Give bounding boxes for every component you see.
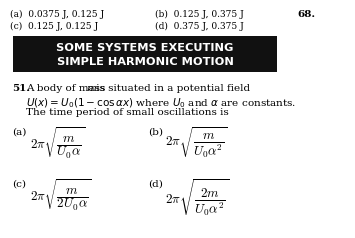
FancyBboxPatch shape — [13, 36, 277, 72]
Text: (c): (c) — [12, 180, 26, 189]
Text: (d)  0.375 J, 0.375 J: (d) 0.375 J, 0.375 J — [155, 22, 244, 31]
Text: (b): (b) — [148, 128, 163, 137]
Text: m: m — [86, 84, 96, 93]
Text: is situated in a potential field: is situated in a potential field — [93, 84, 250, 93]
Text: $U(x) = U_0(1 - \cos\alpha x)$ where $U_0$ and $\alpha$ are constants.: $U(x) = U_0(1 - \cos\alpha x)$ where $U_… — [26, 96, 296, 110]
Text: SOME SYSTEMS EXECUTING: SOME SYSTEMS EXECUTING — [56, 43, 234, 53]
Text: 68.: 68. — [297, 10, 315, 19]
Text: $2\pi\sqrt{\dfrac{2m}{U_0\alpha^2}}$: $2\pi\sqrt{\dfrac{2m}{U_0\alpha^2}}$ — [165, 177, 229, 218]
Text: A body of mass: A body of mass — [26, 84, 109, 93]
Text: (b)  0.125 J, 0.375 J: (b) 0.125 J, 0.375 J — [155, 10, 244, 19]
Text: 51.: 51. — [12, 84, 30, 93]
Text: (a): (a) — [12, 128, 26, 137]
Text: (d): (d) — [148, 180, 163, 189]
Text: $2\pi\sqrt{\dfrac{m}{2U_0\alpha}}$: $2\pi\sqrt{\dfrac{m}{2U_0\alpha}}$ — [30, 177, 92, 213]
Text: $2\pi\sqrt{\dfrac{m}{U_0\alpha}}$: $2\pi\sqrt{\dfrac{m}{U_0\alpha}}$ — [30, 125, 85, 161]
Text: (c)  0.125 J, 0.125 J: (c) 0.125 J, 0.125 J — [10, 22, 98, 31]
Text: (a)  0.0375 J, 0.125 J: (a) 0.0375 J, 0.125 J — [10, 10, 104, 19]
Text: SIMPLE HARMONIC MOTION: SIMPLE HARMONIC MOTION — [56, 57, 234, 67]
Text: The time period of small oscillations is: The time period of small oscillations is — [26, 108, 229, 117]
Text: $2\pi\sqrt{\dfrac{m}{U_0\alpha^2}}$: $2\pi\sqrt{\dfrac{m}{U_0\alpha^2}}$ — [165, 125, 228, 160]
